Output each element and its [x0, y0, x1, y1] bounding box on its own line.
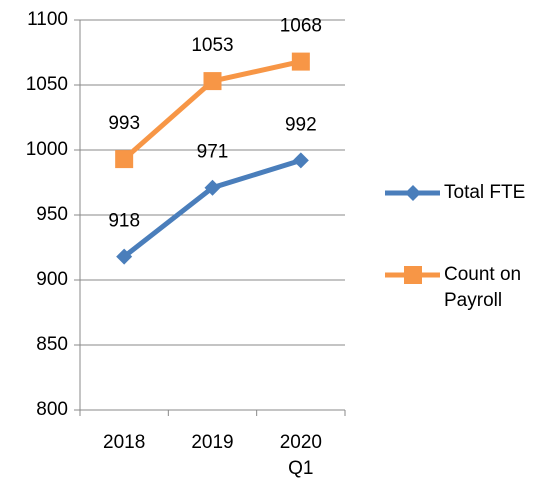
legend-label: Count on Payroll: [444, 264, 522, 311]
point-marker: [204, 179, 221, 196]
point-marker: [203, 72, 222, 91]
y-tick-label: 900: [36, 269, 68, 290]
data-label: 918: [108, 211, 140, 232]
legend-marker: [405, 185, 421, 201]
legend-label: Total FTE: [444, 182, 526, 203]
data-label: 971: [197, 142, 229, 163]
y-tick-label: 800: [36, 399, 68, 420]
data-label: 1053: [191, 35, 233, 56]
x-tick-label: 2019: [191, 432, 234, 453]
data-label: 993: [108, 113, 140, 134]
data-label: 992: [285, 114, 317, 135]
y-tick-label: 1050: [26, 74, 68, 95]
y-tick-label: 1100: [27, 9, 68, 30]
point-marker: [291, 52, 310, 71]
x-tick-label: 2020 Q1: [279, 432, 322, 479]
y-tick-label: 1000: [26, 139, 68, 160]
point-marker: [116, 248, 133, 265]
y-tick-label: 850: [36, 334, 68, 355]
series-line: [122, 158, 302, 259]
point-marker: [292, 152, 309, 169]
x-tick-label: 2018: [103, 432, 146, 453]
data-label: 1068: [280, 16, 322, 37]
legend-marker: [404, 266, 422, 284]
y-tick-label: 950: [36, 204, 68, 225]
point-marker: [115, 150, 134, 169]
